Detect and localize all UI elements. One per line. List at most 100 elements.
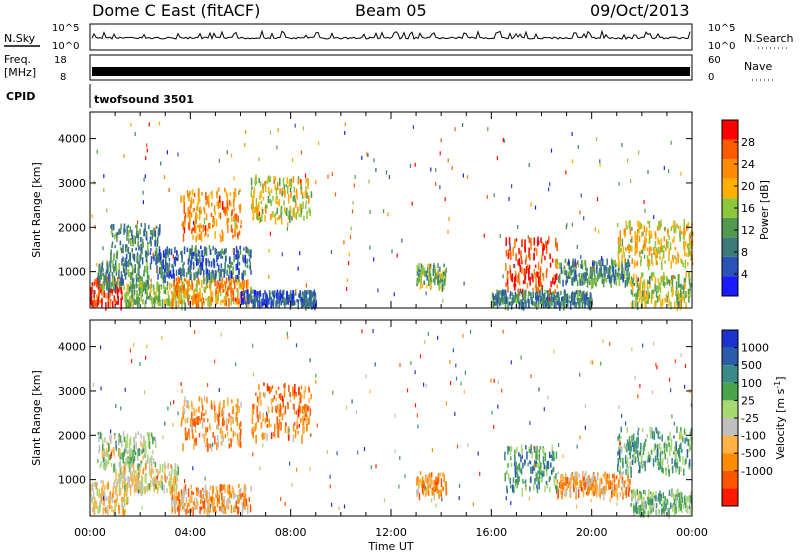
range-cell: [157, 296, 160, 301]
range-cell: [207, 418, 209, 423]
range-cell: [221, 484, 223, 492]
range-cell: [228, 484, 231, 490]
range-cell: [338, 506, 340, 511]
range-cell: [264, 290, 266, 295]
range-cell: [100, 285, 102, 290]
range-cell: [225, 192, 228, 197]
range-cell: [664, 227, 666, 231]
range-cell: [632, 490, 634, 498]
range-cell: [282, 177, 285, 185]
range-cell: [276, 416, 279, 426]
range-cell: [621, 263, 623, 273]
range-cell: [301, 415, 304, 421]
range-cell: [641, 232, 643, 237]
range-cell: [269, 231, 271, 236]
range-cell: [515, 298, 518, 308]
range-cell: [140, 441, 142, 447]
range-cell: [201, 292, 203, 300]
range-cell: [138, 484, 140, 492]
range-cell: [250, 203, 253, 211]
range-cell: [632, 278, 634, 287]
range-cell: [214, 211, 216, 216]
range-cell: [547, 290, 550, 295]
range-cell: [556, 485, 558, 489]
range-cell: [207, 258, 209, 263]
range-cell: [176, 287, 178, 296]
range-cell: [254, 177, 256, 185]
range-cell: [536, 445, 538, 453]
range-cell: [252, 403, 255, 409]
range-cell: [173, 286, 176, 294]
range-cell: [291, 216, 293, 221]
range-cell: [579, 292, 582, 298]
range-cell: [531, 273, 533, 280]
range-cell: [92, 491, 95, 500]
range-cell: [583, 277, 585, 285]
range-cell: [255, 421, 258, 430]
range-cell: [115, 232, 117, 237]
range-cell: [355, 410, 358, 415]
range-cell: [252, 216, 254, 221]
range-cell: [198, 224, 201, 233]
range-cell: [194, 247, 196, 256]
range-cell: [644, 466, 646, 472]
range-cell: [129, 456, 131, 464]
range-cell: [675, 466, 678, 472]
range-cell: [290, 182, 293, 190]
range-cell: [617, 267, 620, 276]
range-cell: [627, 475, 629, 482]
range-cell: [509, 447, 512, 456]
range-cell: [107, 455, 110, 464]
range-cell: [518, 248, 520, 255]
range-cell: [271, 385, 274, 389]
range-cell: [106, 483, 109, 489]
range-cell: [553, 294, 556, 303]
range-cell: [252, 405, 255, 415]
range-cell: [679, 230, 681, 238]
range-cell: [203, 249, 206, 256]
range-cell: [249, 295, 251, 302]
y-tick-label: 4000: [58, 133, 86, 146]
range-cell: [655, 300, 657, 307]
range-cell: [689, 285, 691, 292]
range-cell: [655, 508, 658, 514]
range-cell: [601, 488, 603, 495]
range-cell: [106, 261, 109, 269]
range-cell: [589, 279, 591, 285]
range-cell: [678, 492, 681, 501]
range-cell: [674, 255, 676, 260]
range-cell: [443, 474, 445, 483]
range-cell: [277, 404, 279, 411]
range-cell: [230, 421, 232, 426]
range-cell: [577, 263, 580, 268]
range-cell: [256, 291, 259, 297]
range-cell: [205, 426, 207, 433]
range-cell: [676, 297, 679, 305]
range-cell: [510, 301, 512, 305]
range-cell: [151, 455, 153, 460]
range-cell: [643, 290, 646, 299]
range-cell: [295, 410, 298, 415]
range-cell: [182, 413, 185, 419]
range-cell: [311, 292, 314, 298]
range-cell: [119, 448, 121, 458]
range-cell: [369, 389, 371, 394]
range-cell: [549, 253, 551, 260]
range-cell: [302, 291, 304, 296]
range-cell: [162, 272, 164, 280]
range-cell: [250, 300, 253, 304]
range-cell: [286, 291, 288, 300]
range-cell: [217, 293, 219, 302]
range-cell: [515, 471, 517, 478]
range-cell: [140, 281, 142, 288]
range-cell: [197, 294, 200, 303]
range-cell: [208, 496, 210, 501]
range-cell: [90, 287, 92, 296]
range-cell: [105, 448, 108, 454]
range-cell: [581, 297, 583, 301]
range-cell: [155, 247, 158, 253]
range-cell: [506, 272, 509, 279]
range-cell: [529, 276, 531, 286]
range-cell: [679, 289, 682, 298]
range-cell: [173, 280, 175, 287]
